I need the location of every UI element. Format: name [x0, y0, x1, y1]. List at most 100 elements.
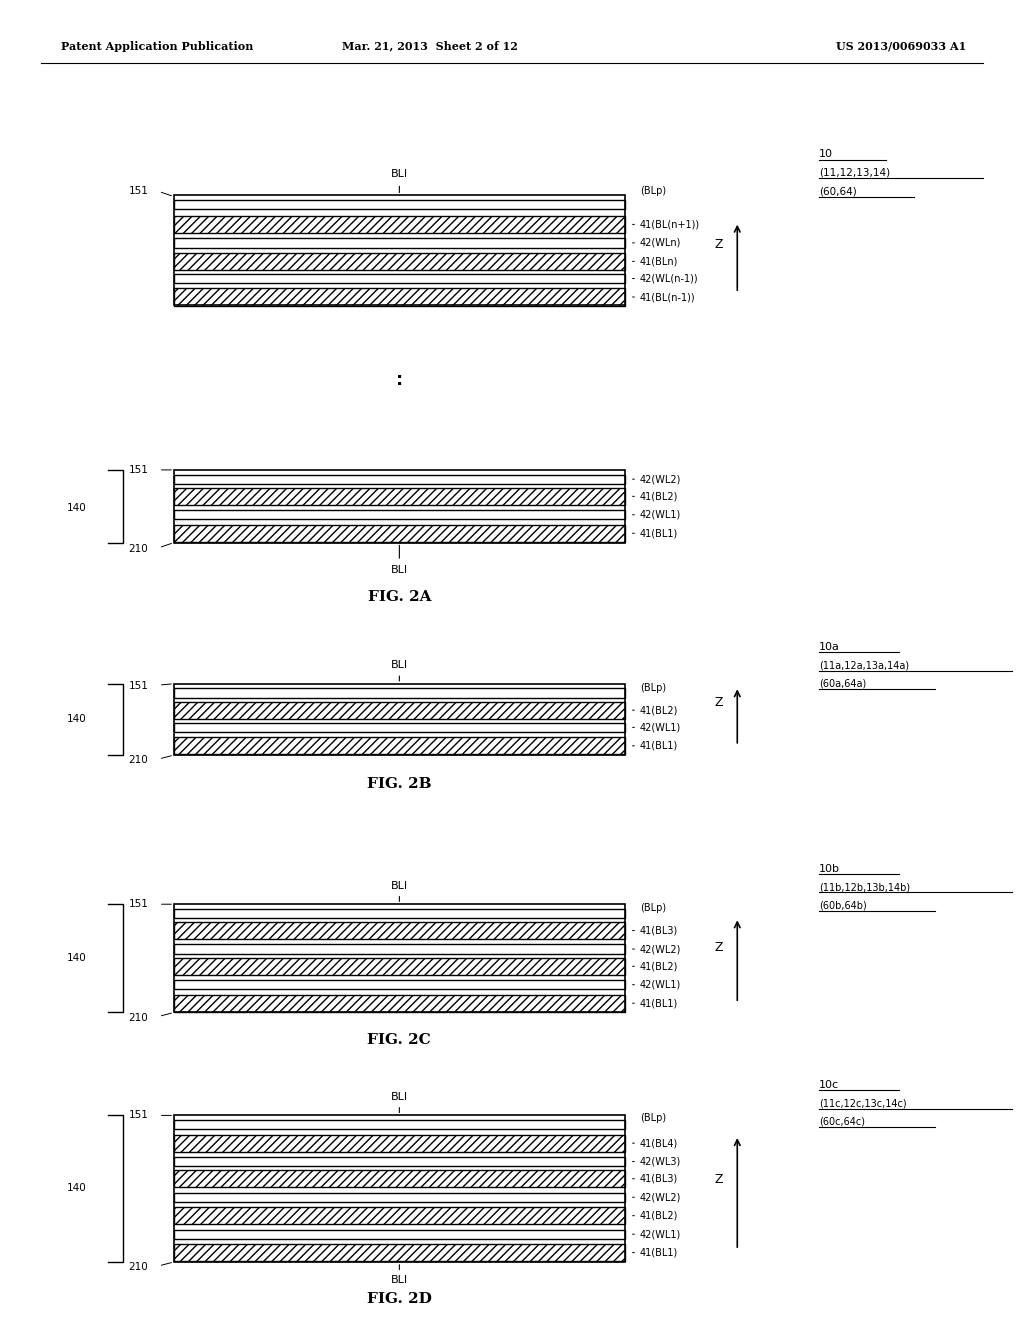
- Text: 140: 140: [68, 503, 87, 513]
- Bar: [174, 1206, 625, 1225]
- Text: 151: 151: [129, 681, 148, 692]
- Text: US 2013/0069033 A1: US 2013/0069033 A1: [836, 41, 967, 51]
- Bar: [174, 702, 625, 718]
- Bar: [174, 737, 625, 755]
- Bar: [174, 684, 625, 755]
- Text: :: :: [396, 371, 402, 389]
- Text: 41(BL2): 41(BL2): [633, 961, 678, 972]
- Text: FIG. 2B: FIG. 2B: [367, 777, 432, 791]
- Bar: [174, 979, 625, 990]
- Text: (60c,64c): (60c,64c): [819, 1117, 865, 1127]
- Text: FIG. 2C: FIG. 2C: [368, 1034, 431, 1047]
- Text: 41(BL1): 41(BL1): [633, 998, 678, 1008]
- Bar: [174, 1193, 625, 1201]
- Text: 41(BL3): 41(BL3): [633, 925, 678, 936]
- Bar: [174, 199, 625, 209]
- Bar: [174, 288, 625, 305]
- Bar: [174, 958, 625, 974]
- Bar: [174, 995, 625, 1011]
- Text: 42(WL(n-1)): 42(WL(n-1)): [633, 273, 698, 284]
- Text: BLI: BLI: [391, 1092, 408, 1102]
- Bar: [174, 689, 625, 697]
- Bar: [174, 1115, 625, 1262]
- Text: BLI: BLI: [391, 565, 408, 576]
- Text: 41(BL2): 41(BL2): [633, 1210, 678, 1221]
- Text: Z: Z: [715, 697, 723, 710]
- Text: 151: 151: [129, 899, 148, 909]
- Text: Z: Z: [715, 1173, 723, 1185]
- Text: (BLp): (BLp): [640, 682, 667, 693]
- Text: (60a,64a): (60a,64a): [819, 678, 866, 689]
- Text: 41(BLn): 41(BLn): [633, 256, 678, 267]
- Text: 42(WL1): 42(WL1): [633, 510, 681, 520]
- Text: 41(BL2): 41(BL2): [633, 491, 678, 502]
- Text: 140: 140: [68, 1183, 87, 1193]
- Bar: [174, 215, 625, 232]
- Text: (60,64): (60,64): [819, 186, 857, 197]
- Bar: [174, 1134, 625, 1151]
- Bar: [174, 1134, 625, 1151]
- Text: 42(WL2): 42(WL2): [633, 474, 681, 484]
- Text: 41(BL2): 41(BL2): [633, 705, 678, 715]
- Bar: [174, 995, 625, 1011]
- Text: Patent Application Publication: Patent Application Publication: [61, 41, 254, 51]
- Bar: [174, 702, 625, 718]
- Bar: [174, 525, 625, 541]
- Text: 10b: 10b: [819, 863, 841, 874]
- Bar: [174, 1171, 625, 1188]
- Text: 140: 140: [68, 953, 87, 964]
- Text: (60b,64b): (60b,64b): [819, 900, 867, 911]
- Text: 42(WL1): 42(WL1): [633, 722, 681, 733]
- Text: BLI: BLI: [391, 660, 408, 671]
- Text: Mar. 21, 2013  Sheet 2 of 12: Mar. 21, 2013 Sheet 2 of 12: [342, 41, 518, 51]
- Bar: [174, 921, 625, 940]
- Bar: [174, 1156, 625, 1167]
- Bar: [174, 525, 625, 541]
- Text: 210: 210: [129, 1012, 148, 1023]
- Bar: [174, 904, 625, 1012]
- Text: (11a,12a,13a,14a): (11a,12a,13a,14a): [819, 660, 909, 671]
- Bar: [174, 215, 625, 232]
- Text: Z: Z: [715, 941, 723, 953]
- Text: 41(BL3): 41(BL3): [633, 1173, 678, 1184]
- Text: (11,12,13,14): (11,12,13,14): [819, 168, 890, 178]
- Text: 210: 210: [129, 544, 148, 554]
- Text: 41(BL1): 41(BL1): [633, 741, 678, 751]
- Text: 42(WL3): 42(WL3): [633, 1156, 681, 1167]
- Bar: [174, 474, 625, 483]
- Text: Z: Z: [715, 238, 723, 251]
- Bar: [174, 238, 625, 248]
- Text: 210: 210: [129, 1262, 148, 1272]
- Bar: [174, 1206, 625, 1225]
- Text: FIG. 2D: FIG. 2D: [367, 1292, 432, 1305]
- Text: 41(BL(n-1)): 41(BL(n-1)): [633, 292, 695, 302]
- Text: 41(BL(n+1)): 41(BL(n+1)): [633, 219, 700, 230]
- Text: BLI: BLI: [391, 1275, 408, 1286]
- Bar: [174, 1243, 625, 1262]
- Text: 42(WL2): 42(WL2): [633, 1192, 681, 1203]
- Text: 151: 151: [129, 1110, 148, 1121]
- Bar: [174, 1119, 625, 1130]
- Text: (BLp): (BLp): [640, 1113, 667, 1123]
- Bar: [174, 470, 625, 543]
- Bar: [174, 252, 625, 269]
- Bar: [174, 288, 625, 305]
- Bar: [174, 488, 625, 504]
- Text: 10: 10: [819, 149, 834, 160]
- Bar: [174, 273, 625, 282]
- Text: FIG. 2A: FIG. 2A: [368, 590, 431, 603]
- Text: (BLp): (BLp): [640, 903, 667, 913]
- Text: 140: 140: [68, 714, 87, 725]
- Text: 42(WLn): 42(WLn): [633, 238, 681, 248]
- Bar: [174, 722, 625, 731]
- Bar: [174, 921, 625, 940]
- Text: 10c: 10c: [819, 1080, 840, 1090]
- Text: 210: 210: [129, 755, 148, 766]
- Bar: [174, 1243, 625, 1262]
- Text: 42(WL1): 42(WL1): [633, 979, 681, 990]
- Bar: [174, 1230, 625, 1238]
- Text: 41(BL1): 41(BL1): [633, 1247, 678, 1258]
- Text: BLI: BLI: [391, 880, 408, 891]
- Bar: [174, 510, 625, 519]
- Text: 42(WL2): 42(WL2): [633, 944, 681, 954]
